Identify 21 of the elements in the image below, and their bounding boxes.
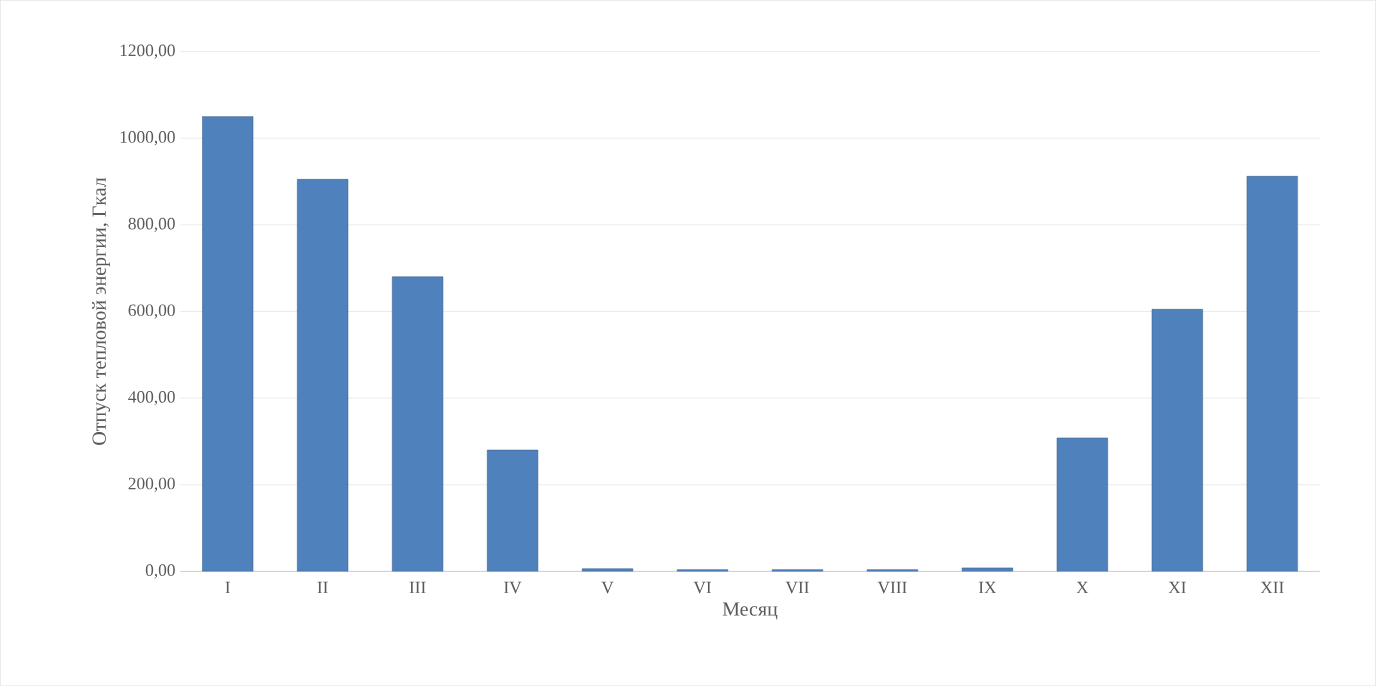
y-tick-label: 800,00 — [128, 217, 175, 232]
x-tick-label: XII — [1260, 581, 1284, 593]
x-tick-label: VIII — [877, 581, 907, 594]
y-tick-label: 400,00 — [128, 390, 175, 406]
x-tick-label: V — [601, 581, 614, 594]
x-tick-label: I — [225, 581, 230, 593]
y-axis-title: Отпуск тепловой энергии, Гкал — [92, 177, 111, 445]
y-tick-label: 1000,00 — [120, 131, 175, 146]
x-tick-label: XI — [1168, 581, 1186, 593]
x-tick-label: IX — [978, 581, 997, 593]
x-tick-label: VI — [693, 581, 712, 594]
y-tick-label: 600,00 — [128, 304, 175, 319]
x-tick-label: X — [1076, 581, 1089, 593]
x-tick-label: VII — [785, 581, 809, 594]
y-tick-label: 1200,00 — [120, 44, 175, 59]
x-tick-label: IV — [504, 581, 522, 594]
x-tick-label: III — [409, 581, 426, 593]
x-tick-label: II — [317, 581, 328, 593]
y-tick-label: 200,00 — [128, 477, 175, 492]
x-axis-title: Месяц — [722, 602, 778, 620]
y-tick-label: 0,00 — [145, 564, 175, 579]
